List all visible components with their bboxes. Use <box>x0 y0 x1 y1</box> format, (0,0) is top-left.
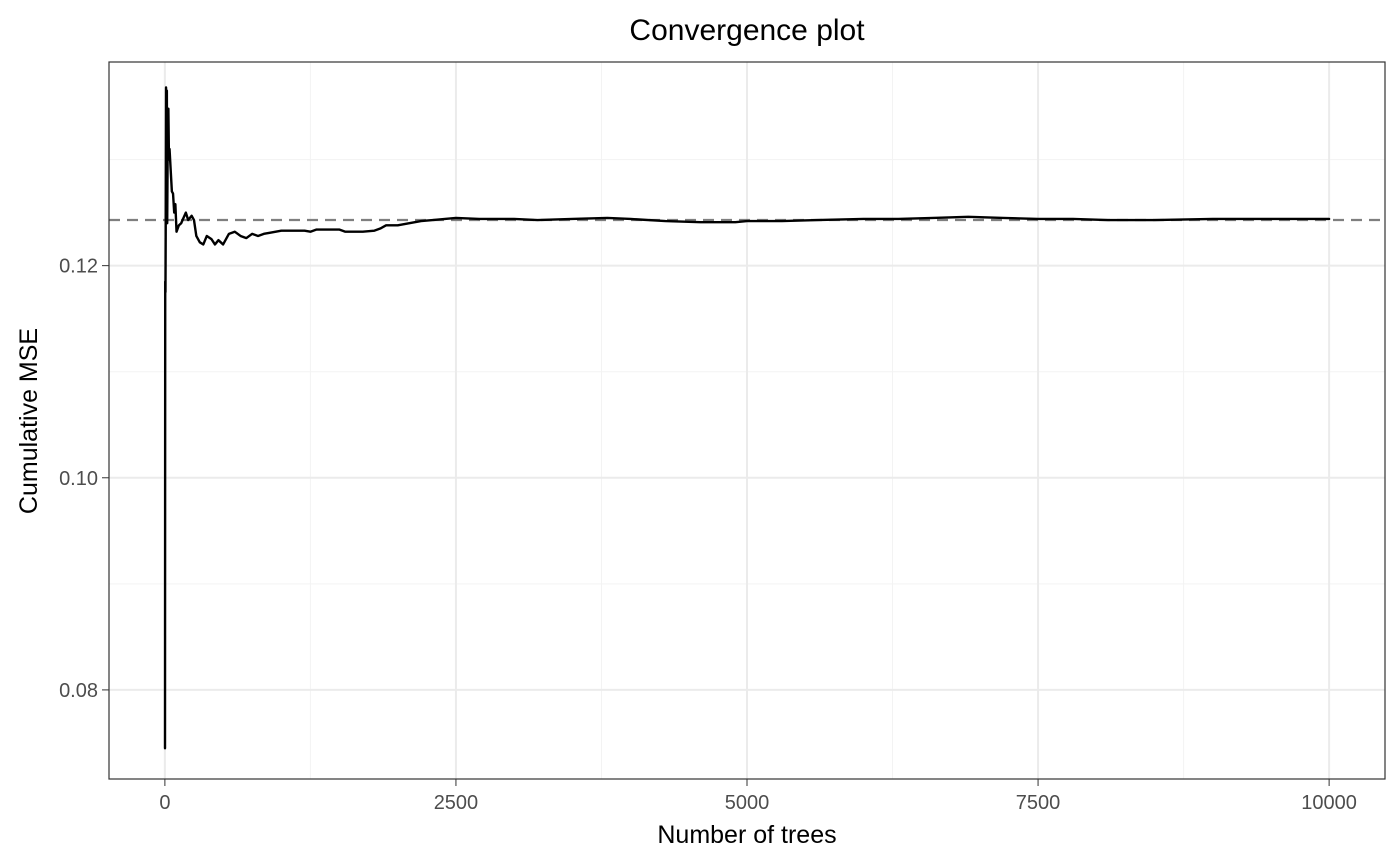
series-layer <box>163 86 1331 750</box>
y-axis-title: Cumulative MSE <box>15 328 43 514</box>
y-tick-label: 0.10 <box>59 468 98 490</box>
x-axis-title: Number of trees <box>657 821 836 849</box>
y-tick-label: 0.12 <box>59 256 98 278</box>
x-tick-label: 0 <box>159 792 170 814</box>
y-tick-label: 0.08 <box>59 680 98 702</box>
x-tick-label: 10000 <box>1301 792 1357 814</box>
series-line <box>163 86 1331 750</box>
y-axis: 0.08 0.10 0.12 <box>59 256 109 702</box>
grid-layer <box>109 62 1385 779</box>
x-tick-label: 5000 <box>725 792 770 814</box>
x-tick-label: 7500 <box>1016 792 1061 814</box>
x-axis: 0 2500 5000 7500 10000 <box>159 779 1357 814</box>
chart-title: Convergence plot <box>629 14 865 47</box>
x-tick-label: 2500 <box>434 792 479 814</box>
